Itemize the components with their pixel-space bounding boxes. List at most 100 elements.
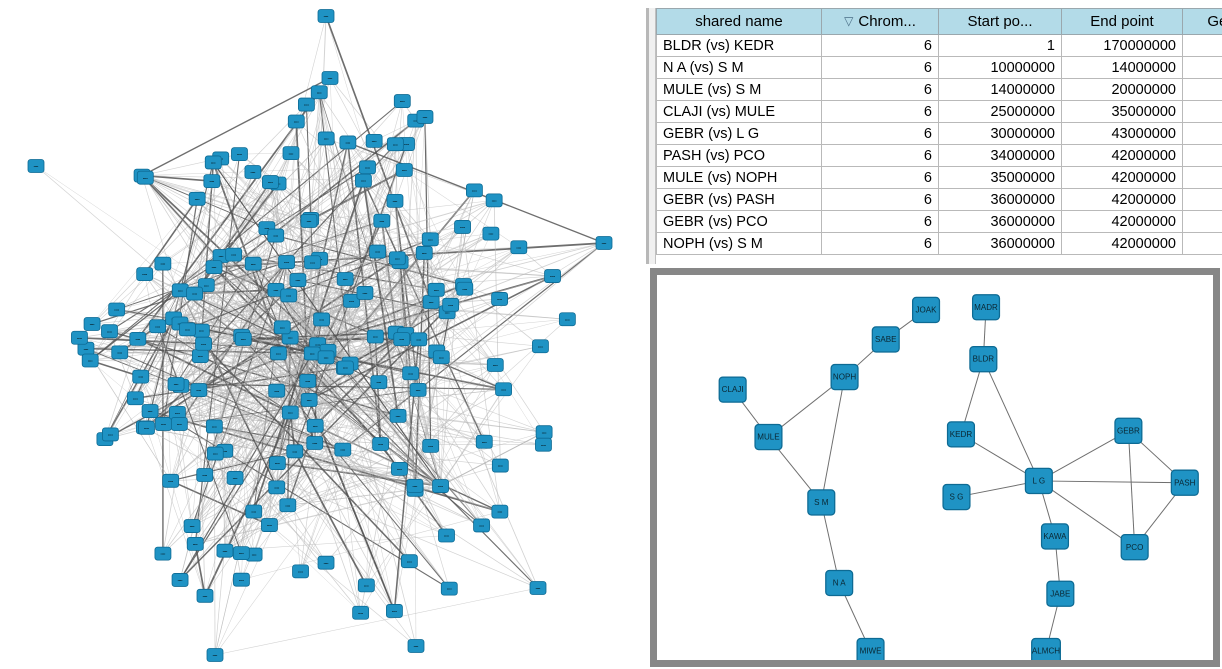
overview-node[interactable] [162, 473, 180, 488]
table-cell-end_point[interactable]: 42000000 [1061, 210, 1183, 233]
table-cell-end_point[interactable]: 42000000 [1061, 232, 1183, 255]
overview-edge[interactable] [394, 200, 419, 391]
overview-edge[interactable] [191, 449, 343, 527]
overview-node[interactable] [268, 480, 286, 495]
overview-edge[interactable] [224, 298, 500, 551]
table-cell-end_point[interactable]: 170000000 [1061, 34, 1183, 57]
overview-edge[interactable] [203, 233, 491, 344]
table-cell-end_point[interactable]: 42000000 [1061, 144, 1183, 167]
overview-node[interactable] [281, 405, 299, 420]
overview-edge[interactable] [312, 247, 519, 354]
overview-edge[interactable] [191, 353, 313, 527]
subnetwork-node[interactable]: PASH [1170, 469, 1199, 496]
overview-edge[interactable] [109, 330, 399, 417]
overview-node[interactable] [206, 648, 224, 662]
overview-edge[interactable] [212, 162, 226, 551]
overview-edge[interactable] [170, 353, 313, 482]
overview-node[interactable] [188, 191, 206, 206]
overview-node[interactable] [356, 286, 374, 300]
overview-node[interactable] [310, 85, 328, 100]
overview-edge[interactable] [378, 332, 397, 383]
overview-node[interactable] [287, 114, 305, 129]
overview-node[interactable] [313, 312, 330, 327]
overview-edge[interactable] [214, 338, 244, 656]
table-row[interactable]: NOPH (vs) S M636000000420000009.9 [656, 232, 1222, 255]
overview-edge[interactable] [35, 165, 313, 354]
overview-node[interactable] [485, 193, 503, 208]
node-shape[interactable] [871, 326, 900, 353]
overview-edge[interactable] [162, 183, 279, 264]
overview-edge[interactable] [397, 415, 450, 589]
table-cell-start_point[interactable]: 36000000 [938, 210, 1062, 233]
overview-node[interactable] [154, 546, 172, 561]
overview-node[interactable] [206, 446, 224, 461]
overview-node[interactable] [299, 373, 317, 388]
overview-edge[interactable] [180, 171, 254, 291]
overview-node[interactable] [544, 269, 561, 283]
overview-edge[interactable] [179, 138, 327, 291]
node-shape[interactable] [1040, 523, 1070, 550]
overview-node[interactable] [438, 528, 455, 543]
results-table-panel[interactable]: shared name ▽ Chrom... Start po... End po… [646, 8, 1222, 264]
overview-node[interactable] [386, 193, 404, 208]
subnetwork-node[interactable]: S G [942, 483, 971, 511]
overview-node[interactable] [149, 319, 167, 334]
overview-edge[interactable] [430, 445, 539, 589]
overview-node[interactable] [421, 232, 439, 247]
column-header-genetic[interactable]: Genetic... [1182, 8, 1222, 35]
overview-node[interactable] [334, 442, 352, 457]
column-header-chromosome[interactable]: ▽ Chrom... [821, 8, 939, 35]
column-header-shared-name[interactable]: shared name [656, 8, 822, 35]
overview-edge[interactable] [180, 257, 398, 291]
table-cell-genetic[interactable]: 10.5 [1182, 166, 1222, 189]
overview-edge[interactable] [450, 226, 463, 305]
node-shape[interactable] [1120, 534, 1149, 561]
overview-node[interactable] [359, 160, 376, 175]
table-cell-chromosome[interactable]: 6 [821, 210, 939, 233]
sort-descending-icon[interactable]: ▽ [844, 14, 854, 28]
subnetwork-node[interactable]: KEDR [946, 421, 976, 448]
table-cell-start_point[interactable]: 36000000 [938, 232, 1062, 255]
overview-node[interactable] [317, 9, 335, 23]
overview-node[interactable] [231, 147, 248, 162]
overview-node[interactable] [170, 417, 188, 431]
overview-node[interactable] [190, 383, 208, 397]
overview-edge[interactable] [362, 180, 399, 417]
table-cell-start_point[interactable]: 30000000 [938, 122, 1062, 145]
overview-edge[interactable] [270, 181, 346, 368]
node-shape[interactable] [830, 363, 859, 391]
table-cell-shared_name[interactable]: GEBR (vs) L G [656, 122, 822, 145]
overview-node[interactable] [27, 159, 45, 173]
overview-node[interactable] [465, 183, 483, 198]
overview-node[interactable] [306, 418, 324, 433]
table-cell-shared_name[interactable]: MULE (vs) S M [656, 78, 822, 101]
overview-edge[interactable] [300, 373, 411, 572]
overview-node[interactable] [558, 312, 576, 327]
overview-edge[interactable] [214, 390, 278, 656]
table-row[interactable]: BLDR (vs) KEDR61170000000192.0 [656, 34, 1222, 57]
overview-edge[interactable] [200, 355, 310, 401]
overview-edge[interactable] [157, 326, 242, 554]
overview-node[interactable] [386, 604, 403, 618]
table-cell-shared_name[interactable]: N A (vs) S M [656, 56, 822, 79]
overview-node[interactable] [154, 256, 172, 271]
overview-node[interactable] [475, 434, 493, 449]
overview-node[interactable] [336, 272, 354, 286]
overview-node[interactable] [432, 479, 449, 493]
overview-edge[interactable] [180, 289, 568, 320]
overview-node[interactable] [136, 267, 154, 282]
overview-edge[interactable] [198, 390, 206, 596]
overview-edge[interactable] [180, 289, 279, 354]
overview-network-canvas[interactable]: •••• •••• •••• •••• •••• •••• •••• •••• •••• ••••… [0, 0, 643, 669]
overview-edge[interactable] [137, 140, 375, 340]
overview-edge[interactable] [137, 181, 271, 340]
overview-edge[interactable] [180, 385, 327, 563]
overview-node[interactable] [532, 339, 549, 354]
overview-node[interactable] [289, 273, 307, 287]
subnetwork-node[interactable]: MADR [971, 294, 1001, 321]
overview-node[interactable] [111, 345, 129, 360]
table-cell-genetic[interactable]: 8.9 [1182, 188, 1222, 211]
overview-node[interactable] [204, 155, 222, 170]
overview-edge[interactable] [351, 300, 441, 487]
overview-node[interactable] [336, 360, 354, 375]
